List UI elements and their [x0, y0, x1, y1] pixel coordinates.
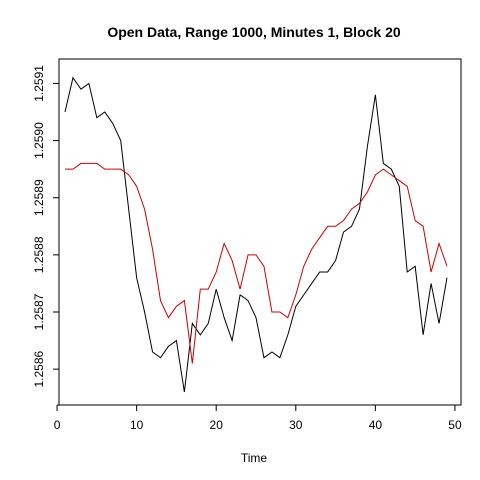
y-tick-label: 1.2586: [32, 350, 46, 387]
x-tick-label: 10: [130, 418, 144, 432]
y-tick-label: 1.2588: [32, 236, 46, 273]
y-tick-label: 1.2589: [32, 179, 46, 216]
series-layer: [64, 76, 448, 393]
x-tick-label: 30: [289, 418, 303, 432]
x-axis: 0 10 20 30 40 50: [54, 404, 462, 432]
y-tick-label: 1.2587: [32, 293, 46, 330]
chart-title: Open Data, Range 1000, Minutes 1, Block …: [107, 24, 401, 40]
x-tick-label: 50: [448, 418, 462, 432]
plot-frame: [58, 58, 462, 406]
x-axis-label: Time: [241, 451, 268, 465]
y-axis: 1.2586 1.2587 1.2588 1.2589 1.2590 1.2591: [32, 65, 60, 387]
x-tick-label: 0: [54, 418, 61, 432]
x-tick-label: 20: [210, 418, 224, 432]
x-tick-label: 40: [369, 418, 383, 432]
series-line-1: [64, 76, 448, 393]
series-line-2: [65, 162, 448, 364]
y-tick-label: 1.2591: [32, 65, 46, 102]
y-tick-label: 1.2590: [32, 122, 46, 159]
